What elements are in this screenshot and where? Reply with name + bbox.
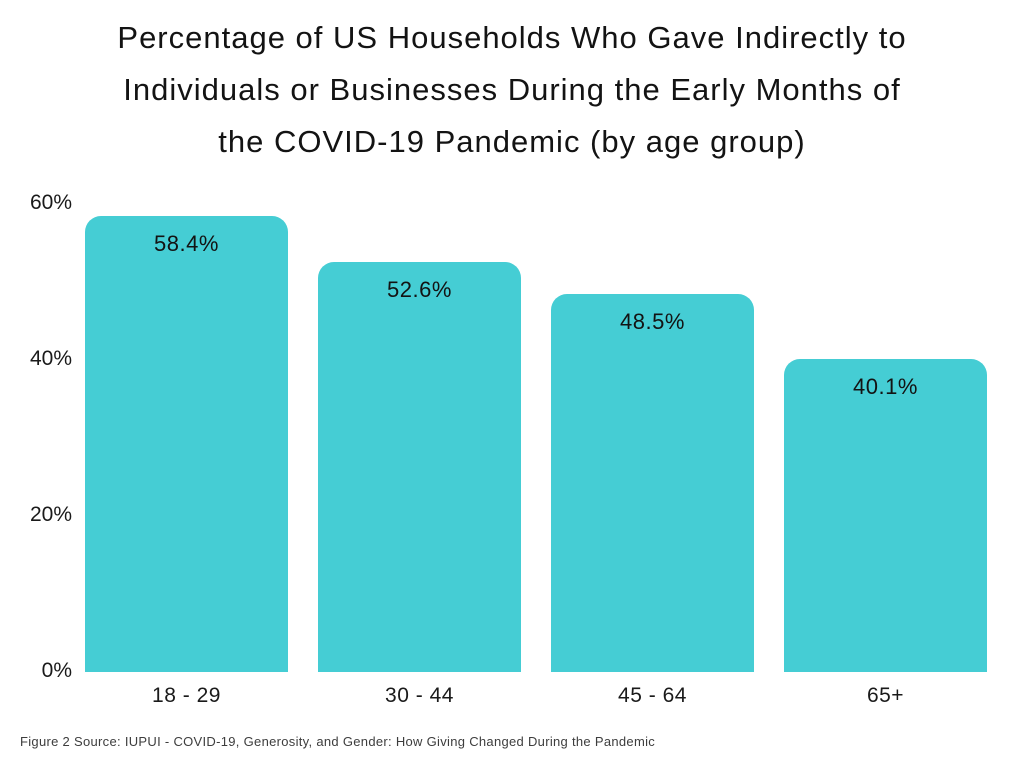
y-tick-label: 60%: [29, 191, 72, 214]
bar-45-64: 48.5%: [551, 293, 754, 672]
bar-18-29: 58.4%: [85, 216, 288, 672]
x-category-label: 65+: [866, 684, 905, 707]
bar-value-label: 52.6%: [387, 276, 452, 302]
bar-value-label: 40.1%: [853, 374, 918, 400]
chart-title-line-2: Individuals or Businesses During the Ear…: [123, 72, 901, 107]
x-category-label: 45 - 64: [618, 684, 687, 707]
y-tick-label: 0%: [41, 659, 72, 682]
y-tick-label: 20%: [29, 503, 72, 526]
bar-value-label: 58.4%: [154, 231, 219, 257]
bar-value-label: 48.5%: [620, 308, 685, 334]
source-caption: Figure 2 Source: IUPUI - COVID-19, Gener…: [20, 734, 656, 749]
x-category-label: 30 - 44: [385, 684, 454, 707]
chart-title-line-1: Percentage of US Households Who Gave Ind…: [117, 20, 907, 55]
chart-title: Percentage of US Households Who Gave Ind…: [0, 12, 1024, 168]
bar-30-44: 52.6%: [318, 261, 521, 672]
x-category-label: 18 - 29: [152, 684, 221, 707]
bar-65+: 40.1%: [784, 359, 987, 672]
chart-title-line-3: the COVID-19 Pandemic (by age group): [218, 124, 806, 159]
y-tick-label: 40%: [29, 347, 72, 370]
